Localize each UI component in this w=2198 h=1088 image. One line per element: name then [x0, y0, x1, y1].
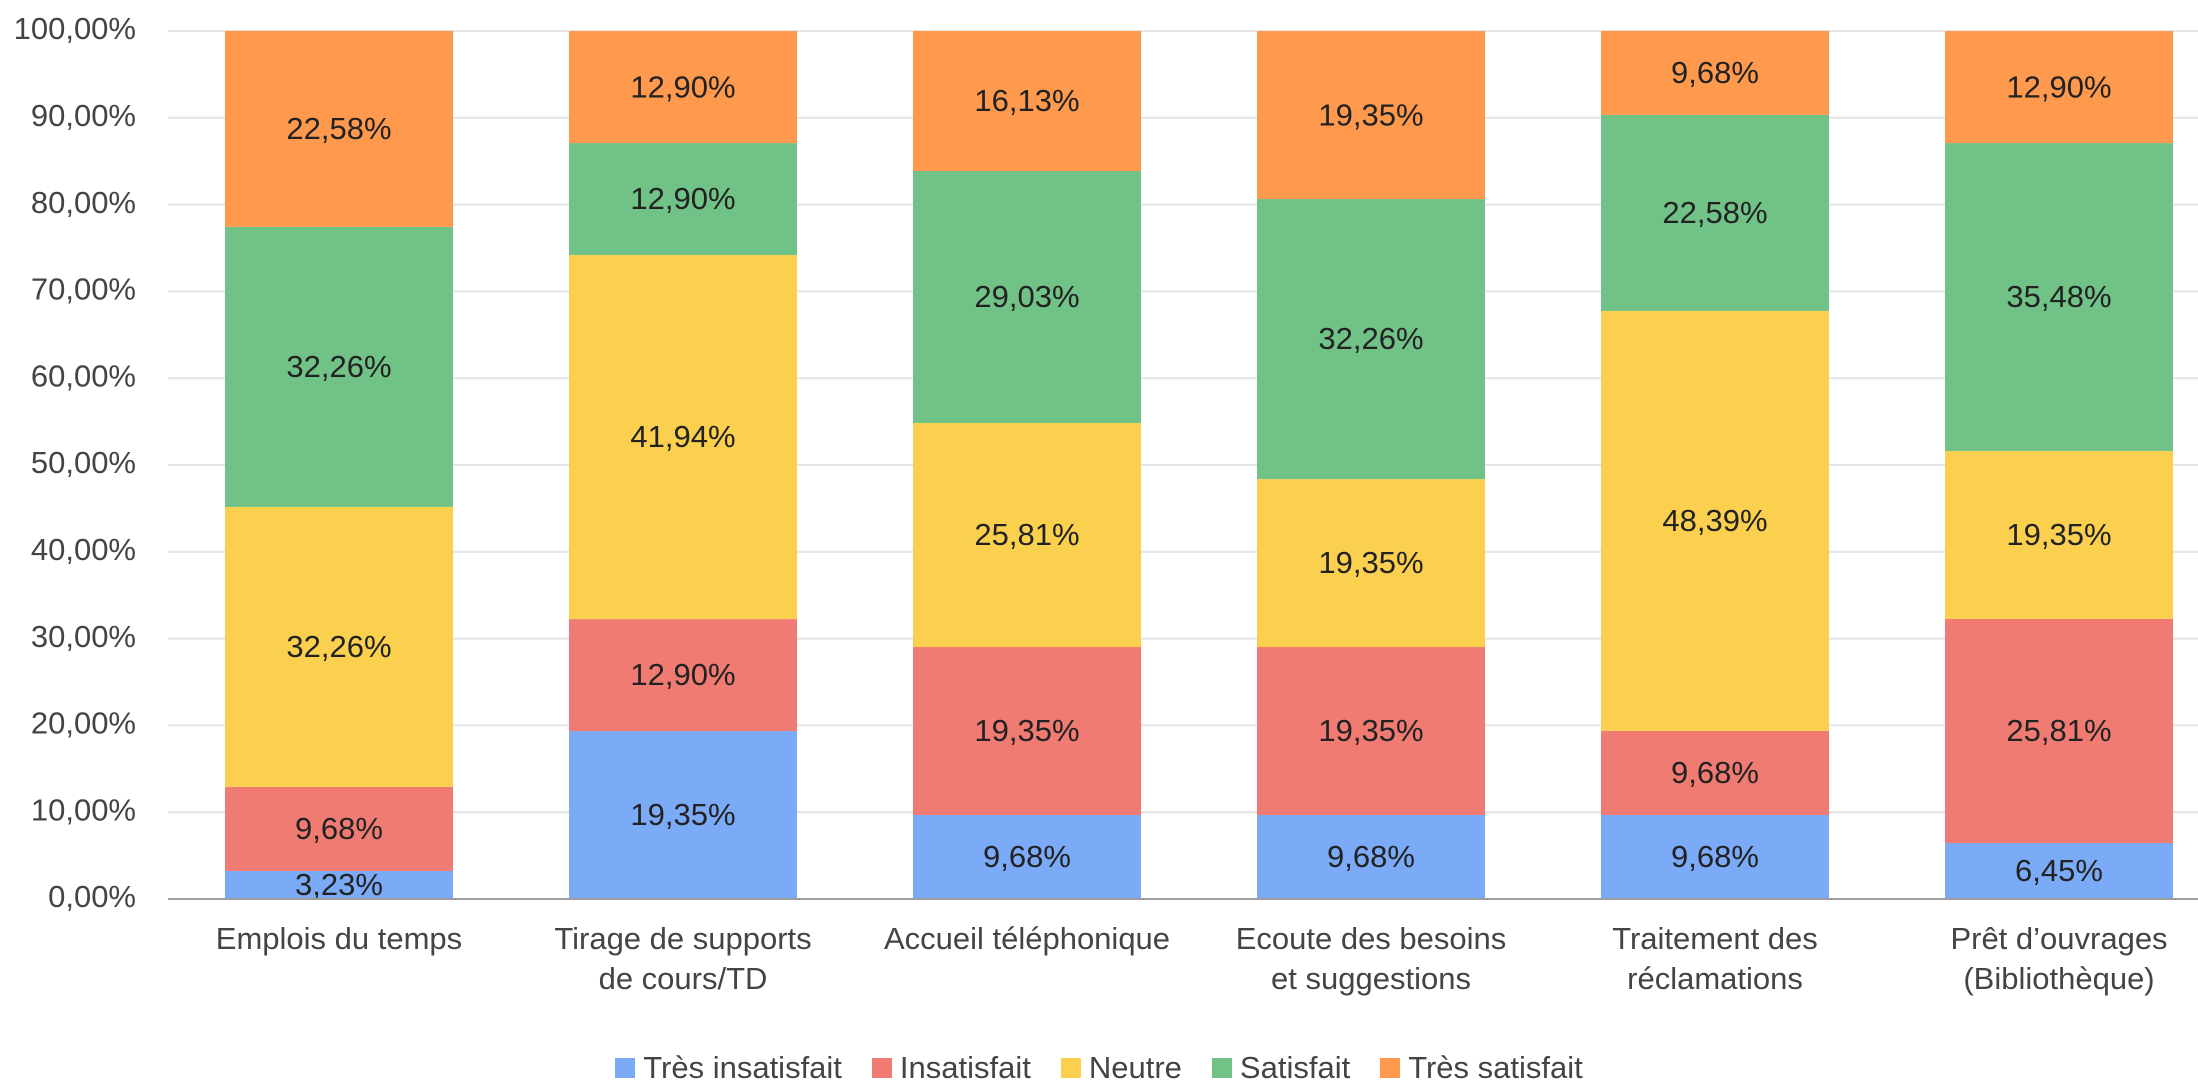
- y-tick-label: 10,00%: [31, 792, 136, 827]
- legend-item: Insatisfait: [871, 1050, 1031, 1086]
- y-tick-label: 40,00%: [31, 532, 136, 567]
- value-label: 12,90%: [630, 657, 735, 692]
- legend-item: Très insatisfait: [615, 1050, 842, 1086]
- bar-segment: [1945, 31, 2173, 144]
- bar-segment: [569, 31, 797, 144]
- bar-segment: [1601, 814, 1829, 899]
- value-label: 9,68%: [983, 839, 1071, 874]
- bar-segment: [1601, 114, 1829, 311]
- y-tick-label: 60,00%: [31, 358, 136, 393]
- bar-segment: [1257, 199, 1485, 480]
- bar-segment: [225, 870, 453, 899]
- x-tick-label: Emplois du temps: [215, 921, 463, 956]
- legend-label: Très insatisfait: [643, 1050, 842, 1085]
- bar-segment: [1945, 451, 2173, 619]
- legend-swatch: [1211, 1058, 1232, 1078]
- value-label: 48,39%: [1662, 503, 1767, 538]
- legend: Très insatisfait Insatisfait Neutre Satisfa…: [0, 1050, 2198, 1086]
- value-label: 9,68%: [1671, 839, 1759, 874]
- bar-segment: [1945, 843, 2173, 899]
- bar-segment: [1601, 730, 1829, 815]
- bar-segment: [1257, 647, 1485, 815]
- value-label: 9,68%: [1671, 755, 1759, 790]
- value-label: 16,13%: [974, 83, 1079, 118]
- legend-item: Très satisfait: [1380, 1050, 1583, 1086]
- value-label: 32,26%: [286, 349, 391, 384]
- value-label: 12,90%: [2006, 69, 2111, 104]
- bar-segment: [569, 731, 797, 899]
- value-label: 19,35%: [1318, 545, 1423, 580]
- y-tick-label: 50,00%: [31, 445, 136, 480]
- bar-segment: [569, 143, 797, 256]
- bar-segment: [569, 619, 797, 732]
- x-tick-label: Tirage de supports de cours/TD: [554, 921, 812, 996]
- chart: 0,00% 10,00% 20,00% 30,00% 40,00% 50,00% 60,00…: [14, 11, 2198, 914]
- legend-item: Neutre: [1060, 1050, 1182, 1086]
- value-label: 19,35%: [974, 713, 1079, 748]
- bar-segment: [1601, 310, 1829, 731]
- bar-segment: [1257, 31, 1485, 200]
- x-tick-label: Traitement des réclamations: [1612, 921, 1818, 996]
- bar-segment: [225, 786, 453, 871]
- bar-segment: [1945, 143, 2173, 452]
- x-tick-label: Accueil téléphonique: [883, 921, 1171, 956]
- value-label: 12,90%: [630, 69, 735, 104]
- bar-segment: [913, 422, 1141, 648]
- y-tick-label: 90,00%: [31, 98, 136, 133]
- y-tick-label: 80,00%: [31, 185, 136, 220]
- value-label: 19,35%: [2006, 517, 2111, 552]
- bar-segment: [225, 226, 453, 507]
- value-label: 29,03%: [974, 279, 1079, 314]
- value-label: 19,35%: [1318, 97, 1423, 132]
- value-label: 22,58%: [286, 111, 391, 146]
- value-label: 32,26%: [1318, 321, 1423, 356]
- bar-segment: [913, 814, 1141, 899]
- bar-segment: [913, 647, 1141, 815]
- legend-label: Satisfait: [1239, 1050, 1351, 1085]
- bar-segment: [1257, 479, 1485, 648]
- y-tick-label: 20,00%: [31, 706, 136, 741]
- value-label: 6,45%: [2015, 853, 2103, 888]
- y-tick-label: 0,00%: [48, 879, 136, 914]
- bar-segment: [225, 506, 453, 787]
- legend-label: Neutre: [1088, 1050, 1182, 1085]
- x-tick-label: Ecoute des besoins et suggestions: [1235, 921, 1507, 996]
- legend-swatch: [615, 1058, 636, 1078]
- bar-segment: [913, 171, 1141, 423]
- x-tick-label: Prêt d’ouvrages (Bibliothèque): [1950, 921, 2168, 996]
- value-label: 41,94%: [630, 419, 735, 454]
- bar-segment: [1945, 618, 2173, 844]
- y-tick-label: 70,00%: [31, 272, 136, 307]
- value-label: 12,90%: [630, 181, 735, 216]
- value-label: 3,23%: [295, 867, 383, 902]
- value-label: 19,35%: [630, 797, 735, 832]
- bar-segment: [1257, 814, 1485, 899]
- legend-swatch: [1380, 1058, 1401, 1078]
- bar-segment: [1601, 30, 1829, 115]
- legend-label: Insatisfait: [899, 1050, 1031, 1085]
- value-label: 35,48%: [2006, 279, 2111, 314]
- bar-segment: [569, 255, 797, 620]
- value-label: 25,81%: [974, 517, 1079, 552]
- value-label: 19,35%: [1318, 713, 1423, 748]
- value-label: 9,68%: [1671, 55, 1759, 90]
- value-label: 22,58%: [1662, 195, 1767, 230]
- y-tick-label: 100,00%: [14, 11, 136, 46]
- value-label: 9,68%: [295, 811, 383, 846]
- legend-item: Satisfait: [1211, 1050, 1351, 1086]
- bar-segment: [913, 31, 1141, 172]
- legend-label: Très satisfait: [1408, 1050, 1583, 1085]
- value-label: 9,68%: [1327, 839, 1415, 874]
- y-tick-label: 30,00%: [31, 619, 136, 654]
- bar-segment: [225, 30, 453, 227]
- legend-swatch: [871, 1058, 892, 1078]
- value-label: 25,81%: [2006, 713, 2111, 748]
- value-label: 32,26%: [286, 629, 391, 664]
- legend-swatch: [1060, 1058, 1081, 1078]
